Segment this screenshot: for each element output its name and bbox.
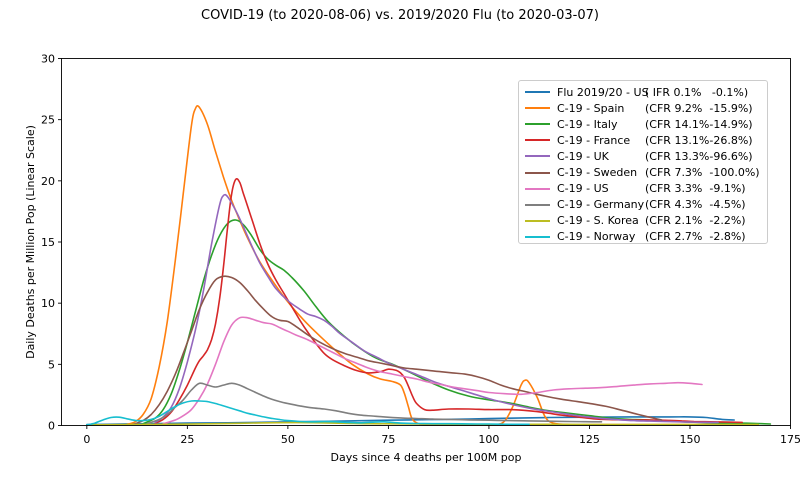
legend-item-c-19-uk: C-19 - UK (CFR 13.3%-96.6%): [525, 148, 767, 164]
y-axis-label: Daily Deaths per Million Pop (Linear Sca…: [24, 125, 37, 359]
legend-line-swatch: [525, 235, 550, 238]
y-tick-label: 0: [48, 420, 55, 433]
legend-series-stats: (CFR 2.1% -2.2%): [645, 214, 746, 228]
series-line-c-19-uk: [154, 193, 719, 424]
legend-line-swatch: [525, 219, 550, 222]
legend-series-stats: (CFR 13.3%-96.6%): [645, 149, 753, 163]
legend-item-c-19-norway: C-19 - Norway (CFR 2.7% -2.8%): [525, 229, 767, 245]
legend-series-stats: (CFR 13.1%-26.8%): [645, 133, 753, 147]
x-tick-label: 50: [281, 433, 295, 446]
x-tick-label: 125: [579, 433, 600, 446]
legend-line-swatch: [525, 187, 550, 190]
legend-item-c-19-france: C-19 - France (CFR 13.1%-26.8%): [525, 132, 767, 148]
legend-line-swatch: [525, 123, 550, 126]
series-line-c-19-norway: [86, 400, 530, 426]
legend-line-swatch: [525, 203, 550, 206]
legend-series-stats: (CFR 14.1%-14.9%): [645, 117, 753, 131]
legend-line-swatch: [525, 107, 550, 110]
legend-item-c-19-italy: C-19 - Italy (CFR 14.1%-14.9%): [525, 116, 767, 132]
x-tick-label: 75: [381, 433, 395, 446]
legend: Flu 2019/20 - US ( IFR 0.1% -0.1%) C-19 …: [518, 80, 768, 244]
legend-line-swatch: [525, 139, 550, 142]
x-tick-label: 25: [180, 433, 194, 446]
series-line-c-19-france: [154, 178, 743, 424]
series-line-c-19-italy: [142, 219, 772, 425]
legend-item-c-19-s-korea: C-19 - S. Korea (CFR 2.1% -2.2%): [525, 213, 767, 229]
legend-item-c-19-us: C-19 - US (CFR 3.3% -9.1%): [525, 181, 767, 197]
legend-line-swatch: [525, 171, 550, 174]
axis-ticks: 0 25 50 75 100 125 150 175 0 5 10 15 20 25 30: [41, 53, 800, 447]
legend-series-name: C-19 - US: [557, 182, 609, 196]
y-tick-label: 10: [41, 297, 55, 310]
legend-series-name: C-19 - Italy: [557, 117, 618, 131]
legend-series-name: C-19 - Spain: [557, 101, 625, 115]
legend-series-name: C-19 - S. Korea: [557, 214, 639, 228]
series-line-c-19-us: [162, 316, 703, 425]
series-line-c-19-spain: [126, 105, 739, 426]
legend-item-c-19-germany: C-19 - Germany (CFR 4.3% -4.5%): [525, 197, 767, 213]
legend-item-c-19-spain: C-19 - Spain (CFR 9.2% -15.9%): [525, 100, 767, 116]
legend-series-name: C-19 - UK: [557, 149, 609, 163]
legend-item-c-19-sweden: C-19 - Sweden (CFR 7.3% -100.0%): [525, 164, 767, 180]
legend-line-swatch: [525, 155, 550, 158]
y-tick-label: 15: [41, 236, 55, 249]
series-line-c-19-sweden: [134, 275, 663, 425]
legend-series-stats: (CFR 2.7% -2.8%): [645, 230, 746, 244]
legend-series-name: Flu 2019/20 - US: [557, 85, 649, 99]
legend-series-stats: ( IFR 0.1% -0.1%): [645, 85, 749, 99]
legend-item-flu-2019-20-us: Flu 2019/20 - US ( IFR 0.1% -0.1%): [525, 84, 767, 100]
y-tick-label: 20: [41, 175, 55, 188]
legend-line-swatch: [525, 91, 550, 94]
y-tick-label: 30: [41, 53, 55, 66]
series-line-c-19-s-korea: [86, 421, 760, 426]
x-axis-label: Days since 4 deaths per 100M pop: [331, 451, 522, 464]
x-tick-label: 175: [780, 433, 800, 446]
legend-series-name: C-19 - France: [557, 133, 631, 147]
x-tick-label: 0: [83, 433, 90, 446]
legend-series-name: C-19 - Sweden: [557, 166, 638, 180]
series-lines: [86, 105, 772, 426]
legend-series-stats: (CFR 9.2% -15.9%): [645, 101, 753, 115]
legend-series-name: C-19 - Germany: [557, 198, 645, 212]
legend-series-stats: (CFR 4.3% -4.5%): [645, 198, 746, 212]
y-tick-label: 5: [48, 358, 55, 371]
x-tick-label: 100: [478, 433, 499, 446]
legend-series-stats: (CFR 3.3% -9.1%): [645, 182, 746, 196]
legend-series-stats: (CFR 7.3% -100.0%): [645, 166, 760, 180]
chart-title: COVID-19 (to 2020-08-06) vs. 2019/2020 F…: [201, 8, 599, 23]
legend-series-name: C-19 - Norway: [557, 230, 636, 244]
y-tick-label: 25: [41, 114, 55, 127]
series-line-c-19-germany: [146, 382, 603, 425]
x-tick-label: 150: [679, 433, 700, 446]
